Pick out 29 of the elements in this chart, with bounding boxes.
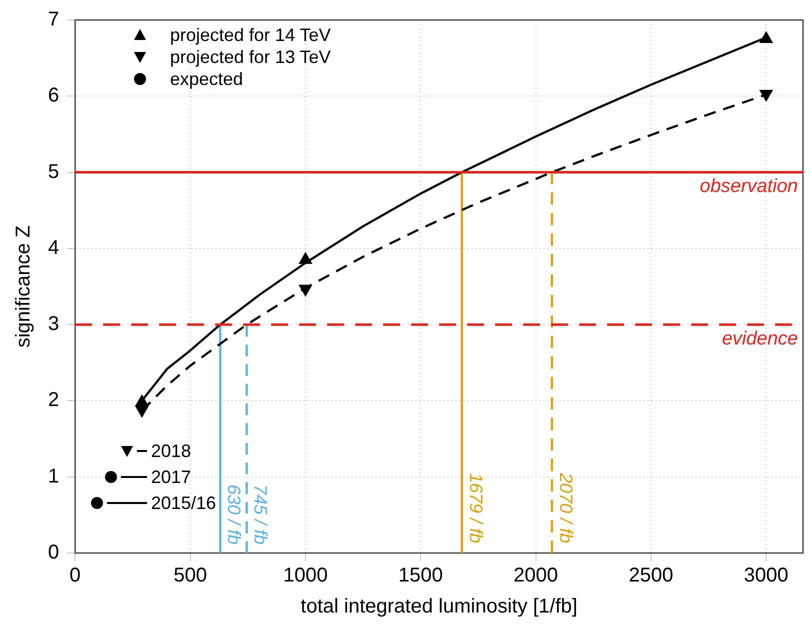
ref-line-label: evidence bbox=[722, 328, 798, 350]
annotation: 1679 / fb bbox=[466, 473, 486, 544]
legend-label: projected for 13 TeV bbox=[170, 46, 331, 68]
x-tick-label: 2000 bbox=[514, 564, 558, 587]
y-tick-label: 0 bbox=[48, 542, 60, 564]
annotation: 745 / fb bbox=[250, 484, 271, 545]
annotation: 630 / fb bbox=[224, 484, 244, 545]
legend-label: expected bbox=[170, 68, 244, 90]
x-tick-label: 3000 bbox=[744, 564, 788, 587]
y-axis-title: significance Z bbox=[12, 225, 35, 348]
y-tick-label: 3 bbox=[48, 313, 60, 336]
y-tick-label: 6 bbox=[48, 84, 60, 107]
x-axis-title: total integrated luminosity [1/fb] bbox=[300, 596, 578, 618]
y-tick-label: 4 bbox=[48, 236, 60, 259]
annotation: 2018 bbox=[151, 440, 192, 463]
annotation: 2070 / fb bbox=[556, 472, 576, 544]
y-tick-label: 1 bbox=[48, 465, 60, 488]
x-tick-label: 2500 bbox=[628, 564, 674, 587]
x-tick-label: 0 bbox=[70, 564, 81, 587]
annotation: 2015/16 bbox=[151, 492, 217, 515]
annotation: 2017 bbox=[151, 466, 192, 489]
ref-line-label: observation bbox=[700, 176, 798, 198]
x-tick-label: 500 bbox=[174, 564, 207, 587]
legend-label: projected for 14 TeV bbox=[170, 24, 331, 46]
x-tick-label: 1500 bbox=[398, 564, 443, 587]
y-tick-label: 7 bbox=[48, 8, 60, 31]
y-tick-label: 2 bbox=[48, 389, 60, 412]
x-tick-label: 1000 bbox=[283, 564, 328, 587]
y-tick-label: 5 bbox=[48, 160, 60, 183]
